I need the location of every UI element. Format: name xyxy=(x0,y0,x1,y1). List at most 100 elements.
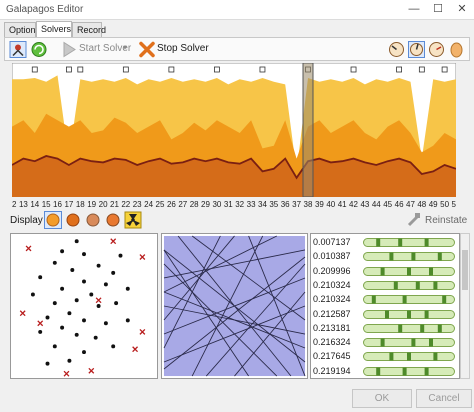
fitness-row[interactable]: 0.216324 xyxy=(311,336,459,349)
reinstate-button[interactable]: Reinstate xyxy=(425,215,468,226)
network-edge xyxy=(163,256,306,370)
fitness-value: 0.210324 xyxy=(313,279,351,290)
network-edge xyxy=(248,235,306,377)
ok-button[interactable]: OK xyxy=(352,389,412,408)
gene-marker xyxy=(402,295,407,304)
x-tick-label: 21 xyxy=(110,200,119,209)
gene-marker xyxy=(411,252,416,261)
genome-dot xyxy=(52,301,57,306)
tab-solvers[interactable]: Solvers xyxy=(36,21,72,37)
network-edge xyxy=(163,291,306,349)
genome-cross xyxy=(139,254,146,260)
start-solver-dropdown[interactable]: ▾ xyxy=(123,43,128,52)
gauge-2-icon[interactable] xyxy=(408,40,425,59)
x-tick-label: 28 xyxy=(190,200,199,209)
genome-dot xyxy=(103,321,108,326)
gene-marker xyxy=(433,281,438,290)
gene-marker xyxy=(407,310,411,318)
network-edge xyxy=(163,235,235,321)
fitness-row[interactable]: 0.010387 xyxy=(311,250,459,263)
gene-marker xyxy=(393,281,398,290)
genome-bar xyxy=(363,266,455,276)
gene-marker xyxy=(424,310,429,318)
tab-record[interactable]: Record xyxy=(72,22,106,37)
x-tick-label: 44 xyxy=(372,200,381,209)
fitness-list[interactable]: 0.007137 0.010387 0.209996 0.210324 0.210324… xyxy=(310,233,460,379)
x-tick-label: 18 xyxy=(76,200,85,209)
window-title: Galapagos Editor xyxy=(6,4,84,15)
genome-dot xyxy=(125,286,130,291)
gene-marker xyxy=(424,367,429,376)
radiation-icon[interactable] xyxy=(124,211,142,229)
selected-generation[interactable] xyxy=(302,63,314,197)
x-tick-label: 47 xyxy=(406,200,415,209)
chart-marker-18 xyxy=(77,66,84,73)
x-tick-label: 33 xyxy=(247,200,256,209)
x-tick-label: 27 xyxy=(178,200,187,209)
genome-scatter-panel[interactable] xyxy=(10,233,158,379)
genome-dot xyxy=(114,301,119,306)
genome-dot xyxy=(93,335,98,340)
chart-marker-26 xyxy=(168,66,175,73)
x-tick-label: 49 xyxy=(429,200,438,209)
gene-marker xyxy=(437,324,442,333)
genome-dot xyxy=(82,279,86,284)
start-solver-icon[interactable] xyxy=(61,40,77,59)
genome-bar xyxy=(363,338,455,348)
reset-icon[interactable] xyxy=(30,40,48,59)
display-mode-2-icon[interactable] xyxy=(64,211,82,229)
chart-marker-42 xyxy=(350,66,357,73)
stop-solver-icon[interactable] xyxy=(139,40,155,59)
fitness-row[interactable]: 0.212587 xyxy=(311,308,459,321)
genome-bar xyxy=(363,352,455,362)
genome-dot xyxy=(38,275,43,280)
genome-bar xyxy=(363,309,455,319)
solver-type-icon[interactable] xyxy=(9,40,27,59)
minimize-button[interactable]: — xyxy=(408,3,420,15)
fitness-row[interactable]: 0.210324 xyxy=(311,279,459,292)
reinstate-icon[interactable] xyxy=(406,212,422,228)
x-tick-label: 20 xyxy=(99,200,108,209)
x-tick-label: 45 xyxy=(383,200,392,209)
list-scroll-thumb[interactable] xyxy=(462,250,468,290)
gene-marker xyxy=(437,252,442,261)
start-solver-button[interactable]: Start Solver xyxy=(79,43,132,54)
gene-marker xyxy=(398,324,403,333)
x-tick-label: 24 xyxy=(144,200,153,209)
gene-marker xyxy=(385,310,389,318)
egg-icon[interactable] xyxy=(449,40,464,59)
fitness-row[interactable]: 0.213181 xyxy=(311,322,459,335)
genome-dot xyxy=(45,361,50,366)
genome-network-panel[interactable] xyxy=(161,233,308,379)
x-tick-label: 29 xyxy=(201,200,210,209)
tab-options[interactable]: Options xyxy=(4,22,40,37)
gauge-3-icon[interactable] xyxy=(428,40,445,59)
display-row: Display Reinstate xyxy=(4,210,470,230)
list-scrollbar[interactable] xyxy=(460,233,470,379)
x-tick-label: 39 xyxy=(315,200,324,209)
fitness-row[interactable]: 0.217645 xyxy=(311,350,459,363)
gauge-1-icon[interactable] xyxy=(388,40,405,59)
stop-solver-button[interactable]: Stop Solver xyxy=(157,43,209,54)
genome-bar xyxy=(363,366,455,376)
display-mode-4-icon[interactable] xyxy=(104,211,122,229)
fitness-row[interactable]: 0.210324 xyxy=(311,293,459,306)
display-mode-1-icon[interactable] xyxy=(44,211,62,229)
gene-marker xyxy=(407,267,411,276)
network-edge xyxy=(163,249,306,279)
x-tick-label: 36 xyxy=(281,200,290,209)
chart-marker-30 xyxy=(214,66,220,73)
x-tick-label: 37 xyxy=(292,200,301,209)
fitness-chart[interactable] xyxy=(12,63,456,197)
display-mode-3-icon[interactable] xyxy=(84,211,102,229)
fitness-value: 0.209996 xyxy=(313,265,351,276)
fitness-row[interactable]: 0.219194 xyxy=(311,365,459,378)
genome-dot xyxy=(60,286,65,291)
fitness-value: 0.010387 xyxy=(313,251,351,262)
close-button[interactable]: ✕ xyxy=(457,3,467,15)
cancel-button[interactable]: Cancel xyxy=(416,389,472,408)
fitness-row[interactable]: 0.007137 xyxy=(311,236,459,249)
fitness-row[interactable]: 0.209996 xyxy=(311,265,459,278)
x-tick-label: 35 xyxy=(269,200,278,209)
maximize-button[interactable]: ☐ xyxy=(433,3,443,15)
